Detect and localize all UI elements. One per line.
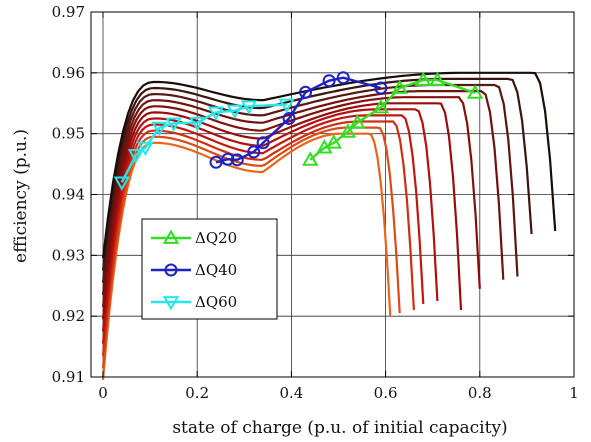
legend-label: ΔQ60 (195, 293, 237, 311)
series-marker (127, 149, 145, 164)
series-marker (113, 176, 131, 191)
legend: ΔQ20 ΔQ40 ΔQ60 (141, 218, 278, 320)
series-marker (372, 98, 390, 114)
efficiency-curve (101, 77, 533, 271)
legend-marker (164, 263, 178, 277)
x-tick-label: 0.6 (374, 384, 398, 402)
x-axis-title: state of charge (p.u. of initial capacit… (172, 418, 507, 438)
efficiency-curve (101, 120, 415, 356)
y-tick-label: 0.91 (52, 368, 85, 386)
x-tick-label: 0 (98, 384, 108, 402)
series-marker (165, 117, 182, 132)
efficiency-curves (101, 71, 557, 381)
series-marker (240, 100, 258, 115)
series-marker (151, 121, 168, 137)
series-marker (322, 74, 336, 88)
series-marker (339, 123, 357, 138)
series-marker (302, 151, 319, 166)
axis-ticks: 0 0.2 0.4 0.6 0.8 1 0.91 0.92 0.93 0.94 0.95 0.96 0.… (52, 3, 579, 402)
series-marker (247, 145, 261, 159)
legend-label: ΔQ20 (195, 229, 237, 247)
legend-marker (162, 296, 180, 311)
series-marker (415, 71, 432, 87)
legend-marker (162, 229, 180, 244)
x-tick-label: 0.2 (185, 384, 209, 402)
efficiency-curve (101, 102, 463, 320)
series-marker (221, 152, 235, 166)
series-marker (278, 98, 295, 113)
series-marker (374, 81, 388, 95)
series-marker (256, 136, 270, 150)
series-marker (336, 71, 350, 85)
legend-label: ΔQ40 (195, 261, 237, 279)
series-marker (230, 153, 244, 167)
series-marker (429, 71, 446, 87)
x-tick-label: 0.8 (468, 384, 492, 402)
efficiency-curve (101, 89, 505, 296)
efficiency-curve (101, 96, 481, 308)
series-marker (299, 85, 313, 99)
series-marker (188, 116, 206, 132)
series-marker (209, 155, 223, 169)
y-tick-label: 0.96 (52, 64, 85, 82)
series-marker (137, 141, 154, 157)
y-tick-label: 0.94 (52, 186, 85, 204)
series-marker (325, 134, 343, 149)
series-marker (391, 79, 408, 94)
y-tick-label: 0.95 (52, 125, 85, 143)
series-marker (466, 84, 484, 99)
data-series (113, 71, 484, 191)
x-tick-label: 0.4 (279, 384, 303, 402)
series-marker (226, 104, 244, 120)
y-tick-label: 0.93 (52, 246, 85, 264)
series-marker (282, 111, 296, 125)
y-tick-label: 0.92 (52, 307, 85, 325)
series-marker (207, 106, 225, 121)
series-marker (349, 114, 366, 129)
efficiency-curve (101, 108, 439, 332)
y-axis-title: efficiency (p.u.) (11, 129, 31, 263)
y-tick-label: 0.97 (52, 3, 85, 21)
x-tick-label: 1 (569, 384, 579, 402)
